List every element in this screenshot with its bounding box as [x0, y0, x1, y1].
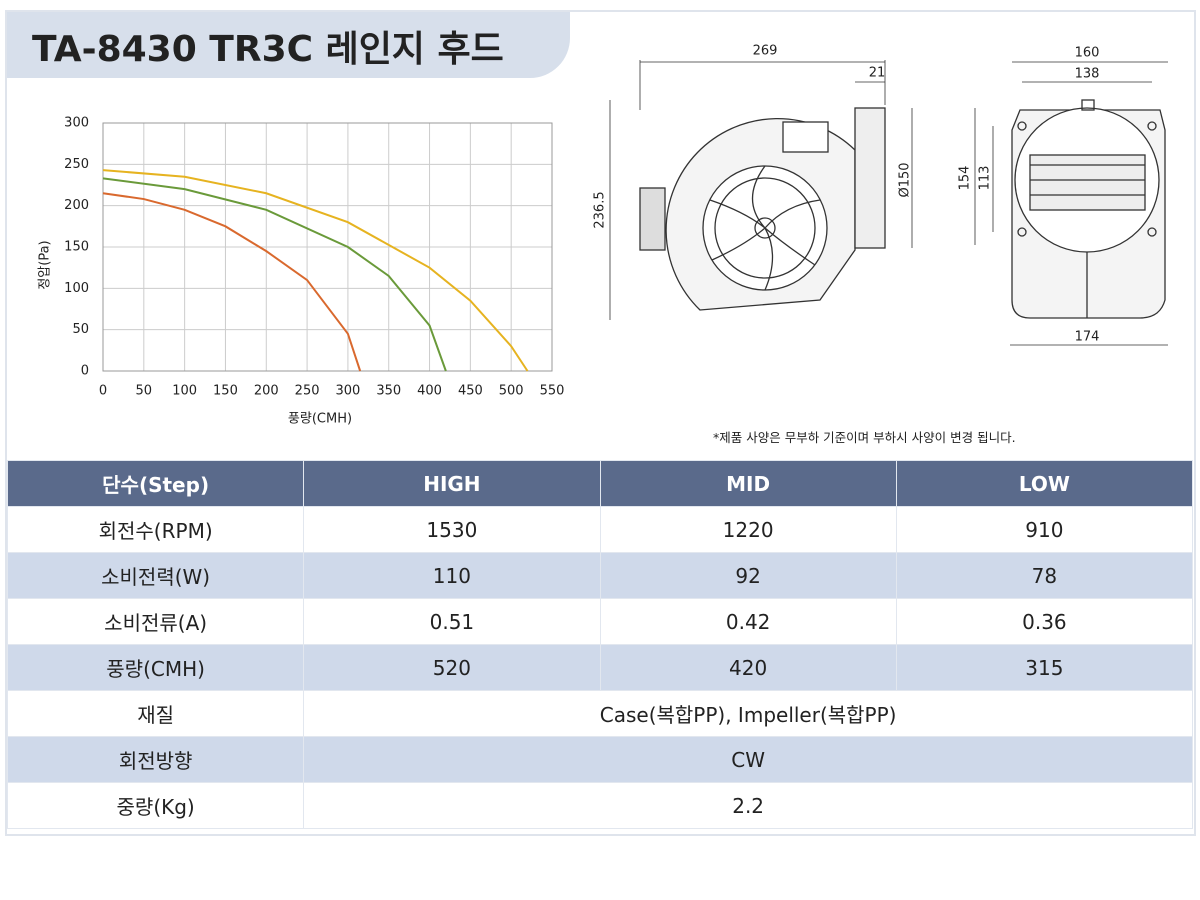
y-tick-label: 250 [64, 157, 89, 172]
row-label: 소비전류(A) [6, 598, 305, 645]
x-tick-label: 150 [213, 384, 238, 399]
dimension-label: 269 [753, 44, 778, 59]
x-tick-label: 400 [417, 384, 442, 399]
dimension-label: 160 [1075, 46, 1100, 61]
header-row: 단수(Step) HIGH MID LOW [6, 460, 1194, 507]
header-cell: HIGH [303, 460, 601, 507]
curve [102, 169, 529, 372]
x-tick-label: 250 [295, 384, 320, 399]
row-label: 회전수(RPM) [6, 506, 305, 553]
dimension-label: Ø150 [898, 162, 913, 197]
header-cell: LOW [895, 460, 1194, 507]
x-tick-label: 0 [99, 384, 107, 399]
dimension-label: 113 [978, 166, 993, 191]
cell: 2.2 [303, 782, 1193, 829]
row-label: 풍량(CMH) [6, 644, 305, 691]
cell: 910 [895, 506, 1194, 553]
curve [102, 192, 362, 372]
cell: 0.51 [303, 598, 601, 645]
dimension-label: 138 [1075, 67, 1100, 82]
y-tick-label: 50 [72, 322, 89, 337]
x-axis-label: 풍량(CMH) [288, 412, 352, 427]
y-tick-label: 0 [81, 364, 89, 379]
x-tick-label: 300 [335, 384, 360, 399]
row-label: 중량(Kg) [6, 782, 305, 829]
cell: 110 [303, 552, 601, 599]
table-row: 회전수(RPM) 1530 1220 910 [6, 506, 1194, 553]
frame [5, 10, 1196, 836]
cell: 1530 [303, 506, 601, 553]
dimension-label: 154 [958, 166, 973, 191]
y-tick-label: 100 [64, 281, 89, 296]
curve [102, 177, 447, 372]
header-cell: 단수(Step) [6, 460, 305, 507]
plot-frame [102, 122, 553, 372]
y-axis-label: 정압(Pa) [38, 240, 53, 289]
table-row: 회전방향 CW [6, 736, 1193, 783]
table-row: 중량(Kg) 2.2 [6, 782, 1193, 829]
table-row: 풍량(CMH) 520 420 315 [6, 644, 1194, 691]
figures: 269 21 236.5 Ø150 160 138 154 113 174 정압… [38, 44, 1168, 427]
side-view-drawing [609, 60, 913, 320]
cell: Case(복합PP), Impeller(복합PP) [303, 690, 1193, 737]
x-tick-label: 50 [136, 384, 153, 399]
header-cell: MID [599, 460, 897, 507]
cell: 315 [895, 644, 1194, 691]
x-tick-label: 200 [254, 384, 279, 399]
front-view-drawing [974, 61, 1168, 346]
dimension-label: 236.5 [593, 191, 608, 228]
y-tick-label: 300 [64, 116, 89, 131]
table-row: 소비전류(A) 0.51 0.42 0.36 [6, 598, 1194, 645]
y-tick-label: 200 [64, 198, 89, 213]
table-row: 재질 Case(복합PP), Impeller(복합PP) [6, 690, 1193, 737]
cell: 420 [599, 644, 897, 691]
cell: 520 [303, 644, 601, 691]
x-tick-label: 350 [376, 384, 401, 399]
x-tick-label: 500 [499, 384, 524, 399]
cell: 92 [599, 552, 897, 599]
cell: 0.42 [599, 598, 897, 645]
note: *제품 사양은 무부하 기준이며 부하시 사양이 변경 됩니다. [713, 430, 1016, 445]
title: TA-8430 TR3C 레인지 후드 [32, 29, 504, 70]
x-tick-label: 450 [458, 384, 483, 399]
row-label: 재질 [6, 690, 305, 737]
spec-table: 단수(Step) HIGH MID LOW 회전수(RPM) 1530 1220 910 소비전… [6, 460, 1194, 829]
title-tab [7, 12, 570, 78]
cell: 1220 [599, 506, 897, 553]
row-label: 회전방향 [6, 736, 305, 783]
row-label: 소비전력(W) [6, 552, 305, 599]
x-tick-label: 550 [540, 384, 565, 399]
cell: 0.36 [895, 598, 1194, 645]
cell: CW [303, 736, 1193, 783]
cell: 78 [895, 552, 1194, 599]
x-tick-label: 100 [172, 384, 197, 399]
dimension-label: 21 [869, 66, 886, 81]
table-row: 소비전력(W) 110 92 78 [6, 552, 1194, 599]
y-tick-label: 150 [64, 240, 89, 255]
dimension-label: 174 [1075, 330, 1100, 345]
